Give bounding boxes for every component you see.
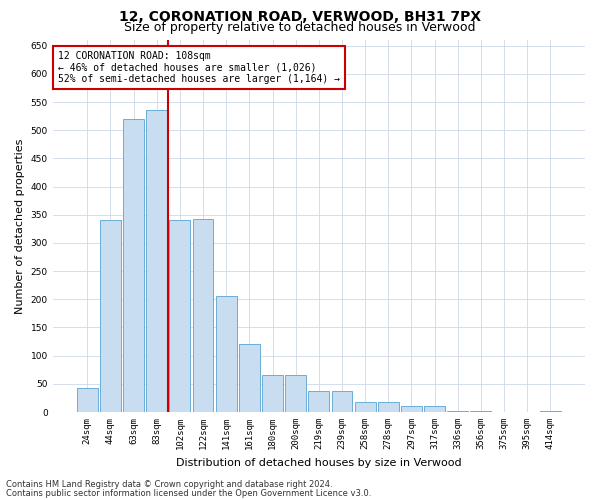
Text: 12, CORONATION ROAD, VERWOOD, BH31 7PX: 12, CORONATION ROAD, VERWOOD, BH31 7PX [119, 10, 481, 24]
Text: Contains public sector information licensed under the Open Government Licence v3: Contains public sector information licen… [6, 488, 371, 498]
Bar [401, 406, 422, 412]
Bar [448, 411, 468, 412]
Text: 12 CORONATION ROAD: 108sqm
← 46% of detached houses are smaller (1,026)
52% of s: 12 CORONATION ROAD: 108sqm ← 46% of deta… [58, 51, 340, 84]
Bar [470, 411, 491, 412]
Text: Size of property relative to detached houses in Verwood: Size of property relative to detached ho… [124, 21, 476, 34]
Bar [100, 220, 121, 412]
Bar [216, 296, 236, 412]
Bar [169, 220, 190, 412]
Bar [355, 402, 376, 412]
Y-axis label: Number of detached properties: Number of detached properties [15, 138, 25, 314]
Bar [262, 376, 283, 412]
X-axis label: Distribution of detached houses by size in Verwood: Distribution of detached houses by size … [176, 458, 461, 468]
Text: Contains HM Land Registry data © Crown copyright and database right 2024.: Contains HM Land Registry data © Crown c… [6, 480, 332, 489]
Bar [424, 406, 445, 412]
Bar [146, 110, 167, 412]
Bar [77, 388, 98, 412]
Bar [193, 220, 214, 412]
Bar [285, 376, 306, 412]
Bar [239, 344, 260, 412]
Bar [308, 390, 329, 412]
Bar [540, 411, 561, 412]
Bar [332, 390, 352, 412]
Bar [123, 119, 144, 412]
Bar [378, 402, 399, 412]
